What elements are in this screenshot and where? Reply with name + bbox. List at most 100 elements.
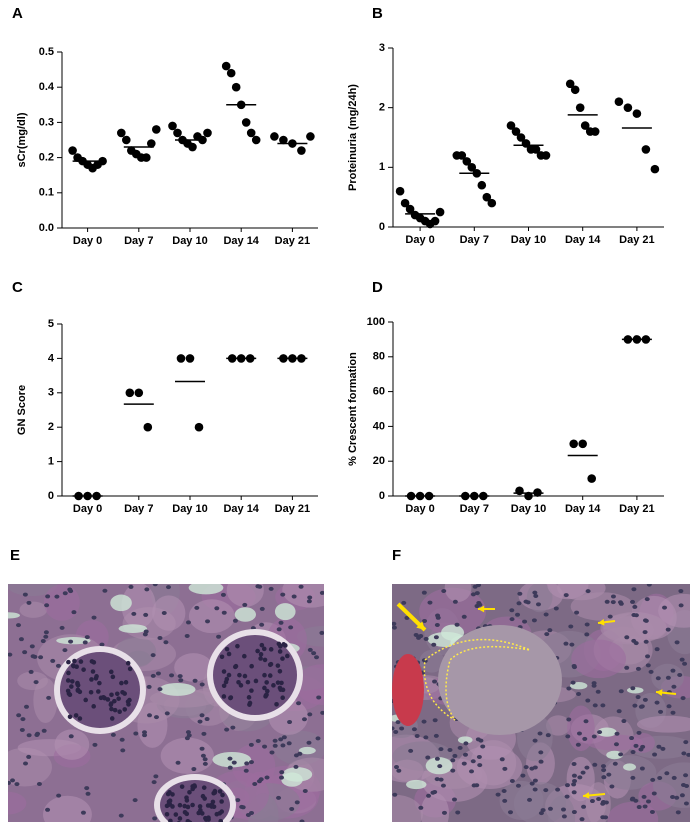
nucleus — [18, 637, 24, 642]
nucleus — [65, 688, 71, 694]
nucleus — [396, 768, 402, 773]
data-point — [641, 145, 651, 154]
nucleus — [477, 763, 483, 768]
nucleus — [564, 783, 570, 788]
nucleus — [26, 754, 32, 759]
lumen — [56, 637, 91, 645]
nucleus — [127, 666, 133, 672]
nucleus — [264, 680, 269, 685]
nucleus — [278, 737, 284, 742]
nucleus — [29, 644, 35, 649]
glomerulus — [438, 625, 562, 735]
nucleus — [258, 656, 263, 661]
data-point — [246, 128, 256, 138]
nucleus — [50, 658, 56, 663]
nucleus — [574, 610, 580, 615]
nucleus — [395, 720, 401, 725]
nucleus — [112, 698, 117, 704]
nucleus — [120, 748, 126, 753]
nucleus — [69, 684, 74, 689]
nucleus — [85, 791, 91, 796]
nucleus — [566, 717, 572, 722]
nucleus — [571, 663, 577, 668]
nucleus — [525, 600, 531, 605]
nucleus — [678, 603, 684, 608]
nucleus — [633, 743, 639, 748]
nucleus — [78, 659, 84, 664]
nucleus — [591, 681, 597, 686]
nucleus — [531, 618, 537, 623]
nucleus — [457, 745, 463, 750]
nucleus — [613, 742, 619, 747]
nucleus — [635, 666, 641, 671]
nucleus — [105, 697, 111, 702]
nucleus — [219, 809, 225, 814]
nucleus — [610, 600, 616, 605]
nucleus — [125, 660, 131, 666]
x-tick-label: Day 7 — [124, 503, 153, 515]
nucleus — [127, 697, 132, 703]
nucleus — [259, 642, 265, 648]
nucleus — [606, 772, 612, 777]
x-tick-label: Day 14 — [223, 503, 259, 515]
nucleus — [294, 800, 300, 805]
nucleus — [298, 584, 304, 589]
nucleus — [316, 695, 322, 700]
nucleus — [185, 730, 191, 735]
lumen — [274, 603, 296, 621]
nucleus — [532, 590, 538, 595]
nucleus — [440, 783, 446, 788]
nucleus — [601, 775, 607, 780]
nucleus — [532, 738, 538, 743]
data-point — [297, 146, 306, 155]
data-point — [395, 186, 405, 196]
x-tick-label: Day 0 — [405, 234, 434, 246]
panel-label: F — [392, 547, 401, 564]
lumen — [623, 763, 637, 771]
nucleus — [62, 648, 68, 653]
y-tick-label: 4 — [48, 352, 55, 364]
nucleus — [630, 599, 636, 604]
nucleus — [469, 769, 475, 774]
nucleus — [636, 805, 642, 810]
data-point — [435, 207, 445, 217]
nucleus — [199, 746, 205, 751]
nucleus — [108, 669, 114, 675]
nucleus — [624, 665, 630, 670]
nucleus — [26, 733, 32, 738]
nucleus — [16, 713, 22, 718]
y-tick-label: 0 — [48, 490, 54, 502]
nucleus — [157, 687, 163, 692]
nucleus — [30, 654, 36, 659]
nucleus — [650, 777, 656, 782]
data-point — [125, 388, 135, 398]
nucleus — [477, 602, 483, 607]
nucleus — [178, 678, 184, 683]
data-point — [221, 61, 231, 71]
nucleus — [670, 668, 676, 673]
nucleus — [227, 756, 233, 761]
nucleus — [147, 713, 153, 718]
nucleus — [197, 719, 203, 724]
nucleus — [228, 695, 234, 700]
nucleus — [227, 765, 233, 770]
nucleus — [686, 752, 690, 757]
nucleus — [209, 804, 215, 809]
nucleus — [185, 804, 191, 810]
nucleus — [433, 733, 439, 738]
lumen — [406, 779, 427, 790]
nucleus — [392, 621, 397, 626]
nucleus — [657, 775, 663, 780]
nucleus — [268, 647, 274, 652]
nucleus — [413, 632, 419, 637]
nucleus — [570, 680, 576, 685]
nucleus — [447, 747, 453, 752]
y-tick-label: 3 — [379, 42, 385, 54]
nucleus — [470, 759, 476, 764]
nucleus — [537, 731, 543, 736]
data-point — [231, 82, 241, 92]
nucleus — [307, 647, 313, 652]
nucleus — [600, 764, 606, 769]
y-tick-label: 0 — [379, 221, 385, 233]
nucleus — [187, 789, 192, 795]
